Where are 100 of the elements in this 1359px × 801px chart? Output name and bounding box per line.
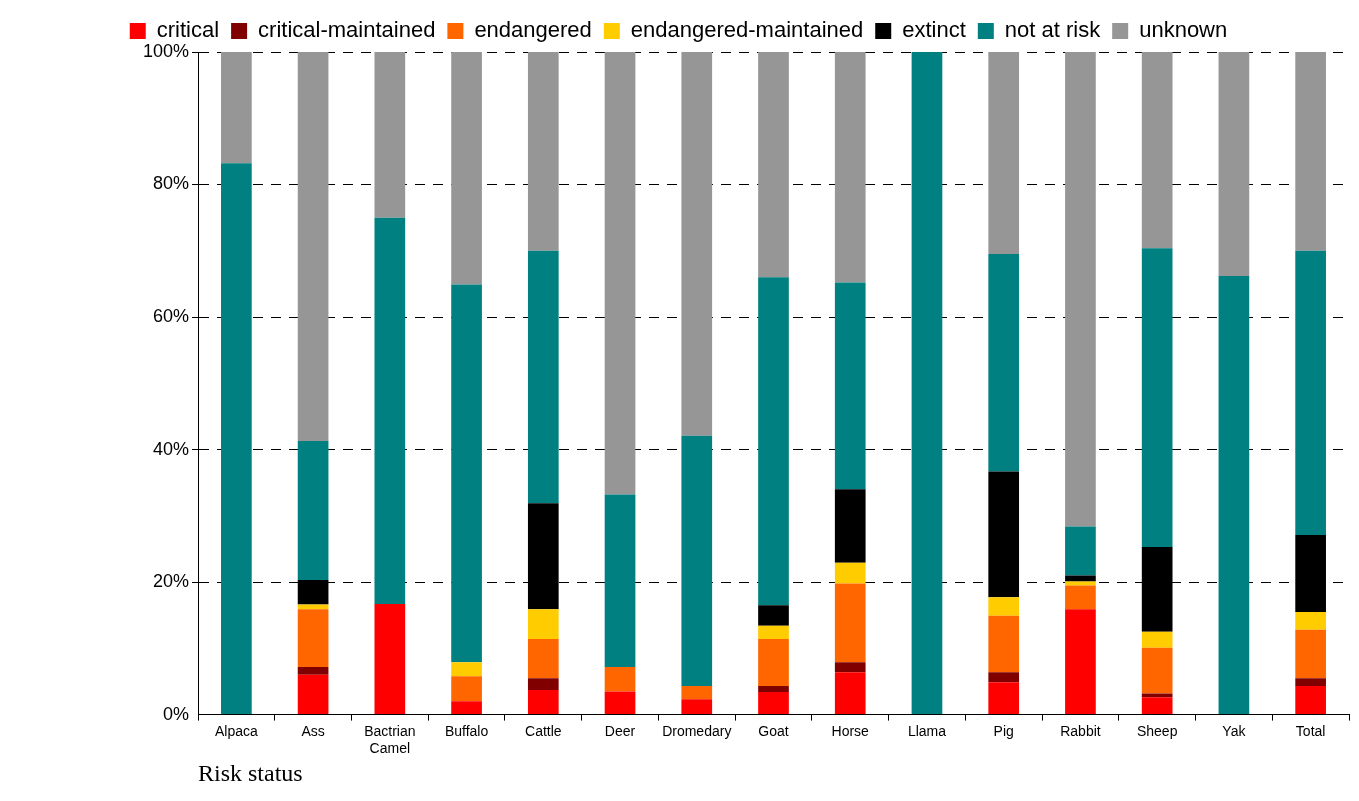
- bar: [604, 494, 636, 667]
- bar: [1065, 575, 1096, 582]
- bar: [758, 277, 789, 606]
- bar: [834, 52, 866, 283]
- bar: [758, 686, 789, 693]
- y-tick-label: 40%: [152, 438, 189, 459]
- bar: [297, 52, 329, 441]
- bar: [758, 605, 789, 626]
- bar: [527, 250, 559, 504]
- legend-label: critical-maintained: [258, 17, 436, 43]
- bar: [297, 440, 329, 581]
- bar: [758, 625, 789, 640]
- bar: [1295, 250, 1326, 536]
- bar: [681, 699, 713, 715]
- bar: [1065, 52, 1096, 527]
- bar: [758, 639, 789, 687]
- bar: [604, 666, 636, 692]
- x-tick-label: Dromedary: [662, 722, 732, 739]
- x-tick-label: Rabbit: [1060, 722, 1101, 739]
- bar: [1065, 526, 1096, 576]
- y-tick-label: 0%: [162, 703, 189, 724]
- bar: [1141, 647, 1173, 694]
- bar: [834, 282, 866, 490]
- x-tick-label: Buffalo: [444, 722, 489, 739]
- bar: [451, 284, 482, 663]
- legend-label: unknown: [1139, 17, 1228, 43]
- bar: [604, 691, 636, 715]
- bar: [527, 639, 559, 679]
- bar: [1065, 581, 1096, 586]
- x-tick-label: Sheep: [1136, 722, 1178, 739]
- y-tick-label: 80%: [152, 173, 189, 194]
- x-tick-label: Alpaca: [214, 722, 258, 739]
- bar: [988, 682, 1020, 715]
- bar: [1295, 52, 1326, 251]
- bar: [451, 52, 482, 285]
- bar: [1295, 686, 1326, 715]
- bar: [527, 678, 559, 691]
- y-tick-label: 20%: [152, 571, 189, 592]
- bar: [988, 471, 1020, 598]
- bar: [988, 254, 1020, 472]
- x-tick-label: Cattle: [525, 722, 562, 739]
- bar: [297, 666, 329, 675]
- bar: [758, 52, 789, 278]
- bar: [681, 435, 713, 687]
- bar: [1218, 275, 1250, 715]
- bar: [681, 52, 713, 436]
- bar: [834, 562, 866, 584]
- x-tick-label: Deer: [604, 722, 636, 739]
- y-tick-label: 100%: [142, 40, 189, 61]
- bar: [834, 583, 866, 663]
- x-axis-title: Risk status: [198, 759, 303, 786]
- bar: [297, 674, 329, 715]
- bar: [1218, 52, 1250, 276]
- x-tick-label: Llama: [907, 722, 947, 739]
- bar: [604, 52, 636, 495]
- bar: [297, 609, 329, 667]
- bar: [834, 662, 866, 673]
- bar: [834, 489, 866, 563]
- bar: [1295, 678, 1326, 687]
- legend-label: not at risk: [1004, 17, 1102, 43]
- bar: [1295, 611, 1326, 630]
- bar: [1141, 697, 1173, 715]
- bar: [374, 217, 406, 604]
- bar: [374, 52, 406, 218]
- x-tick-label: Total: [1295, 722, 1326, 739]
- bar: [1295, 535, 1326, 612]
- x-tick-label: Yak: [1222, 722, 1247, 739]
- bar: [221, 163, 252, 715]
- bar: [988, 672, 1020, 683]
- bar: [527, 609, 559, 640]
- y-tick-label: 60%: [152, 306, 189, 327]
- bar: [527, 690, 559, 715]
- bar: [988, 597, 1020, 616]
- bar: [834, 672, 866, 715]
- legend-label: endangered: [474, 17, 592, 43]
- bar: [1065, 609, 1096, 715]
- bar: [988, 615, 1020, 673]
- x-tick-label: Horse: [831, 722, 870, 739]
- bar: [451, 662, 482, 677]
- x-tick-label: Goat: [758, 722, 789, 739]
- bar: [527, 52, 559, 251]
- bar: [988, 52, 1020, 255]
- bar: [451, 676, 482, 702]
- bar: [911, 52, 943, 715]
- bar: [451, 701, 482, 715]
- legend-label: critical: [156, 17, 220, 43]
- bar: [681, 686, 713, 700]
- bar: [1065, 585, 1096, 610]
- bar: [221, 52, 252, 164]
- bar: [374, 603, 406, 715]
- bar: [1141, 693, 1173, 698]
- x-tick-label: Bactrian Camel: [364, 722, 416, 756]
- x-tick-label: Pig: [993, 722, 1014, 739]
- x-tick-label: Ass: [301, 722, 325, 739]
- legend-label: endangered-maintained: [630, 17, 864, 43]
- bar: [1141, 631, 1173, 648]
- bar: [1295, 629, 1326, 679]
- bar: [1141, 52, 1173, 249]
- bar: [758, 692, 789, 715]
- legend-label: extinct: [902, 17, 966, 43]
